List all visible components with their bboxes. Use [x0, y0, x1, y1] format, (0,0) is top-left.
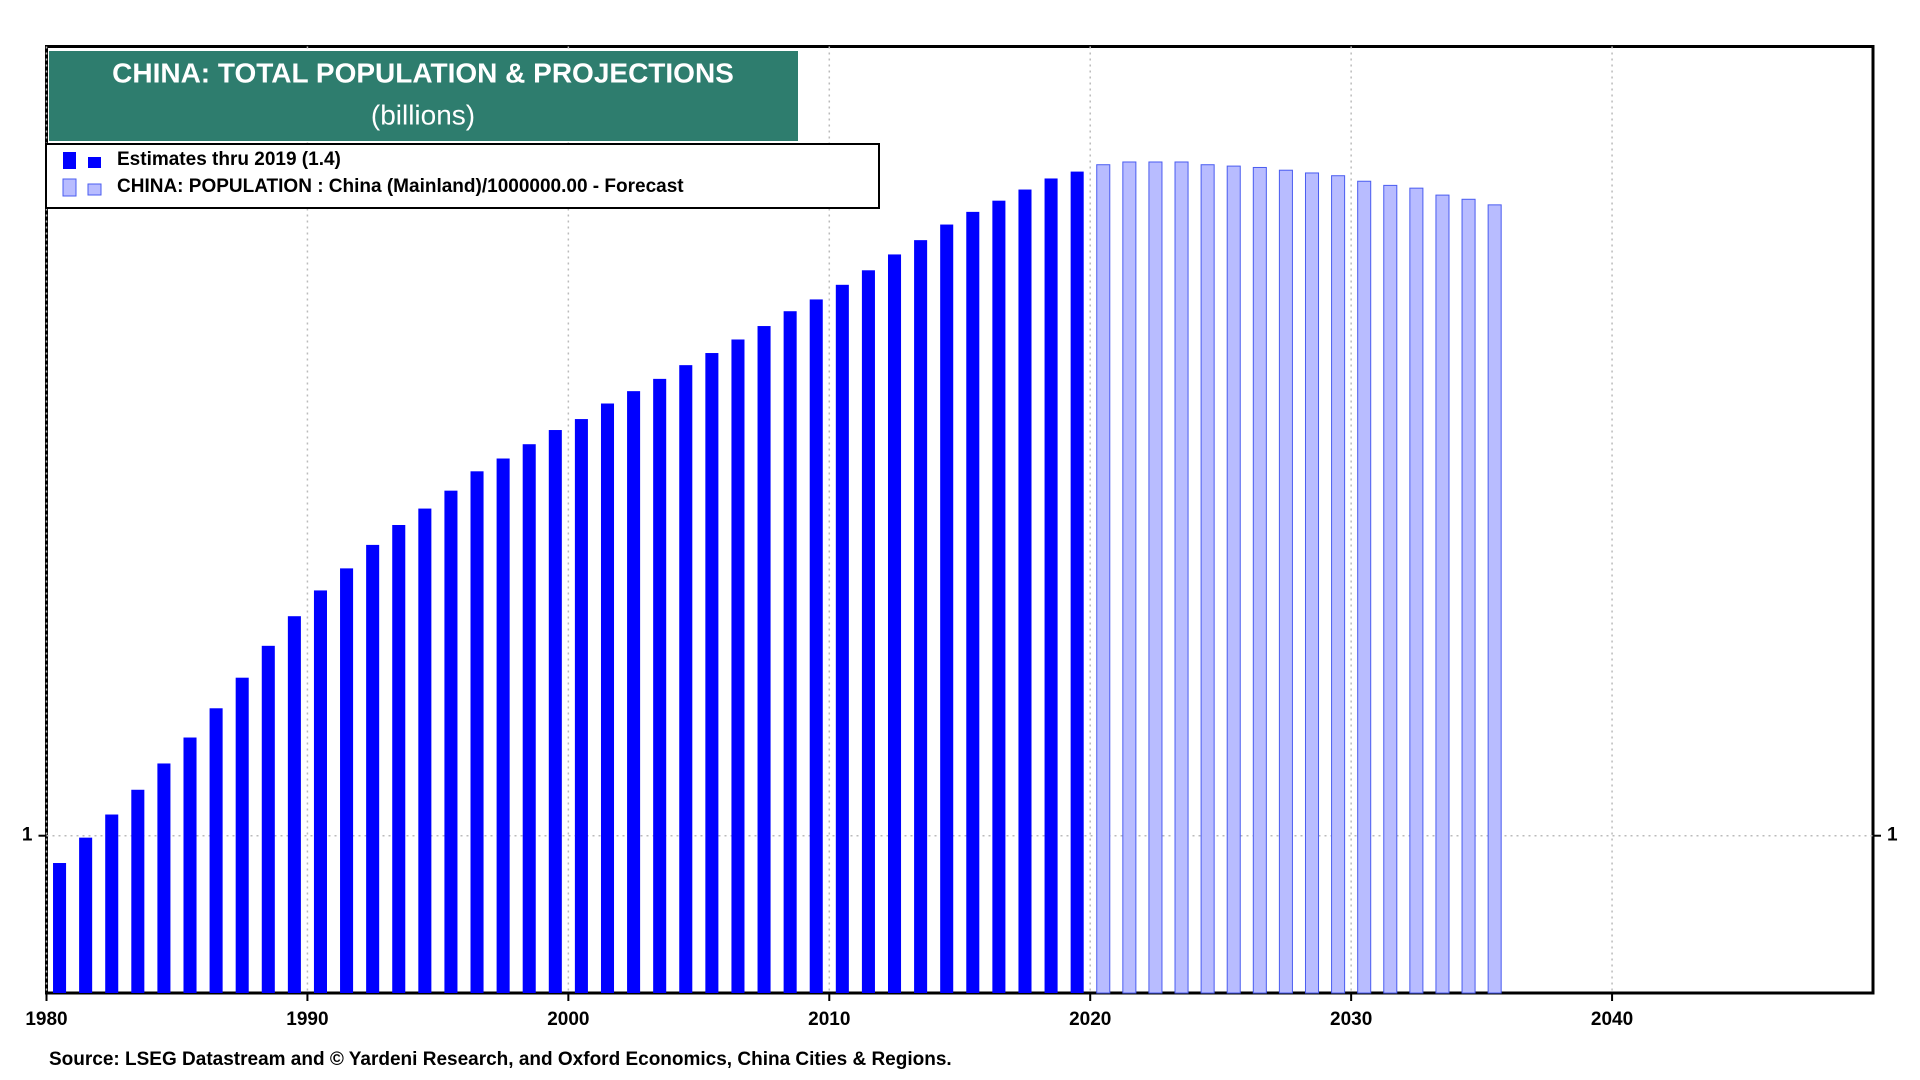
- title-box: [49, 51, 798, 141]
- bar: [1200, 164, 1215, 994]
- bar: [313, 590, 327, 993]
- bar: [209, 708, 223, 993]
- bar: [548, 430, 562, 993]
- legend-swatch: [63, 152, 76, 169]
- x-tick-label: 1990: [286, 1009, 328, 1030]
- bar: [705, 353, 719, 993]
- bar: [783, 311, 797, 994]
- bar: [757, 326, 771, 994]
- x-tick-label: 2010: [808, 1009, 850, 1030]
- bar: [1383, 184, 1398, 994]
- bar: [53, 863, 67, 993]
- bar: [1044, 178, 1058, 993]
- bar: [444, 490, 458, 993]
- legend-box: [45, 143, 880, 209]
- bar: [366, 544, 380, 993]
- chart-title: CHINA: TOTAL POPULATION & PROJECTIONS: [112, 57, 734, 88]
- bar: [627, 391, 641, 994]
- bar: [105, 814, 119, 993]
- bar: [340, 568, 354, 993]
- legend-swatch: [62, 178, 77, 197]
- bar: [1174, 161, 1189, 994]
- bar: [966, 211, 980, 993]
- bar: [287, 616, 301, 993]
- bar: [809, 299, 823, 994]
- bar: [1096, 164, 1111, 994]
- bar: [1435, 194, 1450, 994]
- legend-label: CHINA: POPULATION : China (Mainland)/100…: [117, 176, 684, 197]
- x-tick-label: 2040: [1591, 1009, 1633, 1030]
- bar: [653, 378, 667, 993]
- bar: [1018, 189, 1032, 993]
- bar: [1122, 161, 1137, 994]
- legend-swatch: [88, 157, 101, 168]
- bar: [887, 254, 902, 993]
- bar: [235, 677, 249, 993]
- bar: [1331, 175, 1346, 994]
- bar: [600, 403, 615, 993]
- bar: [1409, 187, 1424, 994]
- legend-swatch: [87, 183, 102, 196]
- bar: [1278, 169, 1293, 994]
- bar: [496, 458, 510, 993]
- bar: [914, 240, 928, 993]
- bar: [679, 365, 693, 993]
- bar: [574, 419, 588, 993]
- bar: [470, 471, 484, 993]
- bar: [418, 508, 432, 993]
- bar: [1226, 165, 1241, 994]
- bar: [392, 524, 406, 993]
- bar: [1252, 166, 1267, 994]
- bar: [183, 737, 197, 993]
- bar: [131, 789, 145, 993]
- bar: [1487, 204, 1502, 994]
- legend-label: Estimates thru 2019 (1.4): [117, 149, 341, 170]
- y-tick-label: 1: [1887, 825, 1898, 846]
- bar: [731, 339, 745, 993]
- bar: [1304, 172, 1320, 994]
- source-note: Source: LSEG Datastream and © Yardeni Re…: [49, 1049, 952, 1070]
- y-tick-label: 1: [22, 825, 33, 846]
- bar: [1461, 198, 1476, 994]
- bar: [1148, 161, 1163, 994]
- bar: [835, 284, 849, 993]
- x-tick-label: 2020: [1069, 1009, 1111, 1030]
- bar: [261, 645, 275, 993]
- bar: [157, 763, 171, 993]
- bar: [861, 270, 875, 994]
- bar: [992, 200, 1006, 994]
- bar: [522, 444, 536, 993]
- x-tick-label: 2030: [1330, 1009, 1372, 1030]
- bar: [1357, 180, 1372, 994]
- bar: [79, 837, 93, 993]
- chart-subtitle: (billions): [371, 99, 475, 130]
- x-tick-label: 1980: [25, 1009, 67, 1030]
- bar: [1070, 171, 1084, 993]
- bar: [940, 224, 954, 993]
- x-tick-label: 2000: [547, 1009, 589, 1030]
